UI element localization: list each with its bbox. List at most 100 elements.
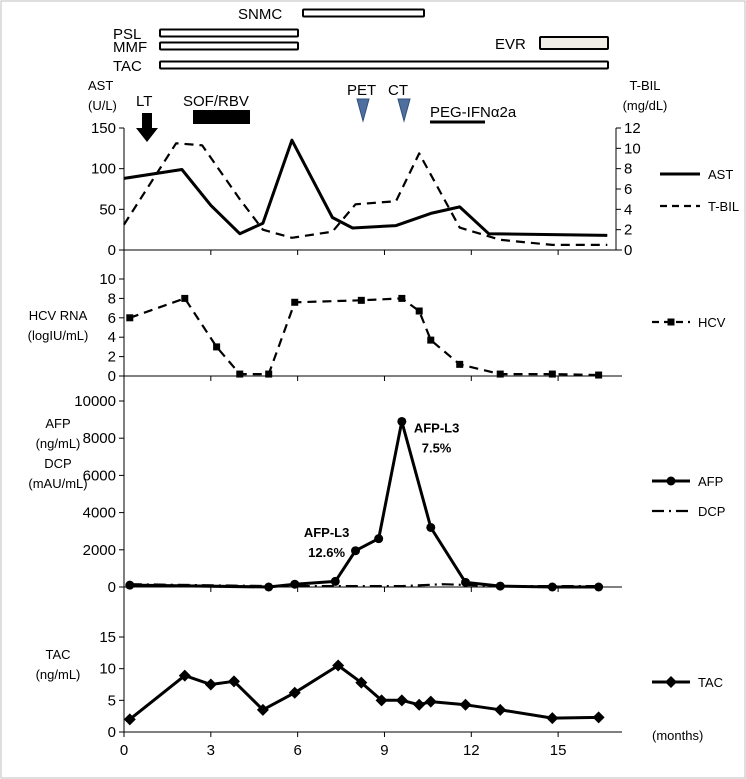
data-point-hcv	[415, 307, 423, 315]
series-line-t-bil	[123, 142, 608, 246]
y-tick-label: 0	[108, 579, 116, 596]
x-tick-label: 3	[207, 742, 215, 759]
y-tick-label: 6000	[83, 467, 116, 484]
annotation-afp-l3: 12.6%	[308, 545, 345, 560]
y-right-tick-label: 10	[624, 140, 641, 157]
y-tick-label: 10	[99, 661, 116, 678]
y-tick-label: 2	[108, 349, 116, 366]
treatment-bar-psl	[159, 28, 299, 38]
legend-label-t-bil: T-BIL	[708, 199, 739, 214]
x-axis-unit-label: (months)	[652, 728, 703, 743]
data-point-hcv	[548, 370, 556, 378]
y-tick-label: 0	[108, 724, 116, 741]
treatment-label-mmf: MMF	[113, 39, 147, 56]
legend-label-afp: AFP	[698, 474, 723, 489]
triangle-marker-icon-ct	[397, 98, 411, 123]
y-tick-label: 0	[108, 368, 116, 385]
data-point-tac	[204, 678, 217, 691]
y-right-tick-label: 6	[624, 181, 632, 198]
treatment-bar-snmc	[302, 8, 425, 18]
data-point-tac	[123, 713, 136, 726]
y-right-tick-label: 8	[624, 161, 632, 178]
data-point-afp	[330, 576, 340, 586]
data-point-afp	[397, 416, 407, 426]
treatment-bar-tac	[159, 60, 609, 70]
data-point-hcv	[357, 296, 365, 304]
treatment-label-psl: PSL	[113, 26, 141, 43]
y-axis-label: (logIU/mL)	[28, 328, 89, 343]
annotation-afp-l3: AFP-L3	[304, 525, 350, 540]
legend-label-dcp: DCP	[698, 504, 725, 519]
marker-label-ct: CT	[388, 82, 408, 99]
y-right-tick-label: 4	[624, 201, 632, 218]
treatment-bar-mmf	[159, 41, 299, 51]
y-tick-label: 10	[99, 271, 116, 288]
data-point-tac	[546, 712, 559, 725]
panel-tac: 0 5 10 15 TAC (ng/mL) TAC	[36, 629, 723, 741]
data-point-tac	[375, 694, 388, 707]
y-right-axis-label: T-BIL	[629, 78, 660, 93]
series-line-dcp	[129, 583, 599, 588]
series-line-hcv	[129, 297, 599, 377]
arrow-icon	[136, 113, 158, 142]
legend-marker-afp	[666, 476, 676, 486]
x-tick-label: 12	[463, 742, 480, 759]
legend-label-hcv: HCV	[698, 315, 726, 330]
y-tick-label: 8	[108, 290, 116, 307]
marker-bar-sof-rbv	[193, 110, 250, 124]
data-point-hcv	[213, 343, 221, 351]
y-right-tick-label: 12	[624, 120, 641, 137]
y-axis-label: AFP	[45, 416, 70, 431]
treatment-label-tac: TAC	[113, 58, 142, 75]
marker-label-lt: LT	[136, 93, 152, 110]
y-right-tick-label: 0	[624, 242, 632, 259]
legend-marker-tac	[665, 676, 677, 688]
y-axis-label: TAC	[45, 647, 70, 662]
data-point-tac	[227, 675, 240, 688]
triangle-marker-icon-pet	[356, 98, 370, 123]
data-point-hcv	[456, 360, 464, 368]
panel-ast-tbil: 0 50 100 150 0 2 4 6 8 10 12 T-BIL (mg/dL) AST (U/L) AS…	[88, 78, 739, 259]
data-point-afp	[547, 582, 557, 592]
data-point-hcv	[398, 294, 406, 302]
data-point-tac	[332, 659, 345, 672]
data-point-tac	[459, 698, 472, 711]
y-tick-label: 10000	[74, 393, 116, 410]
y-right-tick-label: 2	[624, 222, 632, 239]
y-right-axis-label: (mg/dL)	[623, 98, 668, 113]
data-point-afp	[426, 522, 436, 532]
data-point-hcv	[291, 298, 299, 306]
data-point-tac	[355, 676, 368, 689]
annotation-afp-l3: AFP-L3	[414, 421, 460, 436]
annotation-afp-l3: 7.5%	[422, 441, 452, 456]
data-point-hcv	[595, 371, 603, 379]
data-point-tac	[288, 686, 301, 699]
data-point-hcv	[496, 370, 504, 378]
data-point-afp	[374, 534, 384, 544]
data-point-hcv	[126, 314, 134, 322]
marker-label-sof-rbv: SOF/RBV	[183, 93, 249, 110]
panel-afp-dcp: 0 2000 4000 6000 8000 10000 AFP (ng/mL) DCP (mAU/…	[28, 393, 725, 596]
data-point-hcv	[236, 370, 244, 378]
treatment-bar-evr	[539, 36, 609, 50]
data-point-hcv	[427, 336, 435, 344]
y-tick-label: 15	[99, 629, 116, 646]
treatment-label-snmc: SNMC	[238, 6, 282, 23]
legend-label-ast: AST	[708, 167, 733, 182]
y-tick-label: 6	[108, 310, 116, 327]
panel-hcv: 0 2 4 6 8 10 HCV RNA (logIU/mL) HCV	[28, 271, 726, 385]
series-line-tac	[128, 664, 599, 721]
y-tick-label: 0	[108, 242, 116, 259]
y-axis-label: (ng/mL)	[36, 436, 81, 451]
legend-label-tac: TAC	[698, 675, 723, 690]
data-point-tac	[413, 698, 426, 711]
x-tick-label: 15	[550, 742, 567, 759]
y-tick-label: 8000	[83, 430, 116, 447]
y-tick-label: 5	[108, 692, 116, 709]
data-point-tac	[592, 711, 605, 724]
data-point-tac	[424, 695, 437, 708]
data-point-tac	[178, 669, 191, 682]
